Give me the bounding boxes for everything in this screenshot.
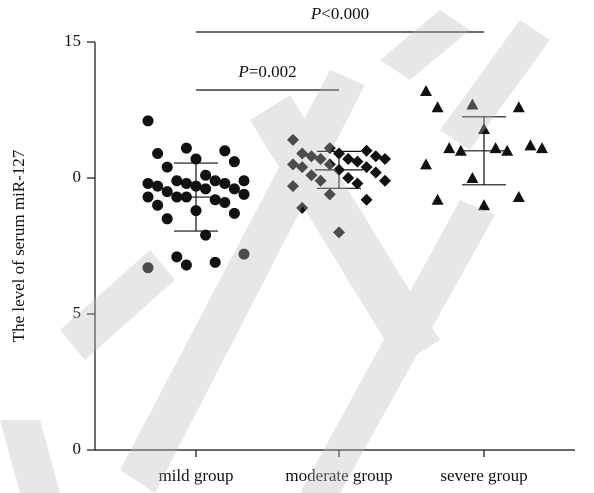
dot: [142, 262, 154, 274]
dot: [369, 166, 382, 179]
dot: [420, 158, 432, 170]
dot: [238, 248, 250, 260]
dot: [466, 98, 479, 110]
dot: [323, 158, 336, 171]
dot: [161, 213, 173, 225]
dot: [190, 153, 202, 165]
significance-label: P=0.002: [237, 62, 296, 81]
dot: [180, 177, 192, 189]
dot: [314, 174, 327, 187]
dot: [180, 142, 192, 154]
dot: [351, 155, 364, 168]
y-axis-label: The level of serum miR-127: [9, 149, 28, 342]
dot: [536, 142, 548, 154]
dot: [342, 172, 355, 184]
dot: [209, 256, 221, 268]
dot: [443, 142, 456, 154]
dot: [152, 148, 164, 160]
dot: [171, 251, 183, 263]
y-tick-label: 0: [73, 439, 82, 458]
dot: [287, 158, 299, 171]
dot: [305, 169, 318, 182]
dot: [296, 161, 309, 174]
y-tick-label: 5: [73, 303, 82, 322]
dot: [209, 194, 221, 206]
dot: [360, 193, 373, 206]
dot: [152, 180, 164, 192]
dot: [287, 180, 299, 193]
dot: [305, 150, 318, 163]
y-tick-label: 0: [73, 167, 82, 186]
dot: [369, 150, 382, 163]
dot: [360, 144, 373, 157]
dot: [219, 145, 231, 157]
dot: [351, 177, 364, 190]
dot: [342, 152, 355, 165]
dot: [512, 101, 525, 113]
dot: [219, 196, 231, 208]
x-tick-label: mild group: [158, 466, 233, 485]
p-symbol: P: [310, 4, 321, 23]
dot: [466, 172, 479, 183]
dot: [200, 229, 212, 241]
dot: [489, 142, 502, 154]
dot: [420, 84, 432, 96]
dot: [287, 133, 299, 146]
p-symbol: P: [237, 62, 248, 81]
p-value: <0.000: [321, 4, 369, 23]
dot: [161, 161, 173, 173]
dot: [228, 207, 240, 219]
dot: [238, 188, 250, 200]
dot: [200, 169, 212, 181]
dot: [171, 175, 183, 187]
x-tick-label: moderate group: [285, 466, 392, 485]
dot: [142, 115, 154, 127]
dot: [228, 156, 240, 168]
dot: [200, 183, 212, 195]
x-tick-label: severe group: [440, 466, 527, 485]
p-value: =0.002: [249, 62, 297, 81]
dot: [228, 183, 240, 195]
dot: [314, 152, 327, 165]
dot: [323, 188, 336, 201]
retracted-watermark: [0, 10, 550, 493]
dot: [152, 199, 164, 211]
dot: [219, 177, 231, 189]
dot: [142, 191, 154, 203]
dot: [431, 101, 444, 113]
dot: [142, 177, 154, 189]
dot: [333, 226, 345, 239]
dot: [360, 161, 373, 174]
dot: [296, 201, 309, 214]
dot: [524, 139, 537, 151]
dot: [379, 152, 391, 165]
dot: [379, 174, 391, 187]
dot: [209, 175, 221, 187]
dot: [478, 199, 490, 211]
dot: [180, 259, 192, 271]
y-tick-label: 15: [64, 31, 81, 50]
dot: [431, 193, 444, 205]
dot: [161, 186, 173, 198]
dot: [296, 147, 309, 160]
dot: [238, 175, 250, 187]
dot: [512, 191, 525, 203]
significance-label: P<0.000: [310, 4, 369, 23]
